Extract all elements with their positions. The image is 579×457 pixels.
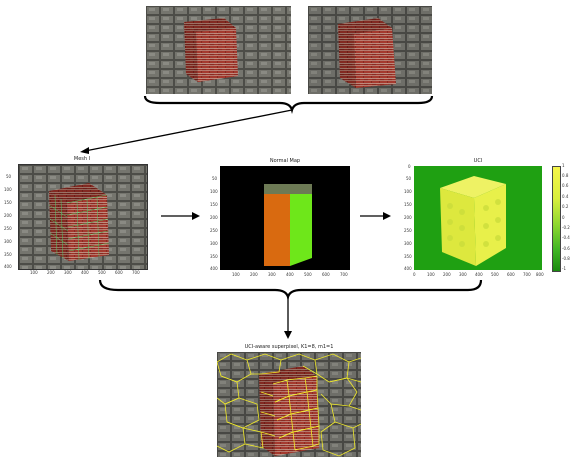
normal-x-tick: 100	[232, 272, 240, 277]
mesh-panel: Mesh I 50	[0, 156, 160, 281]
uci-y-tick: 300	[404, 241, 412, 246]
mesh-y-tick: 300	[4, 239, 12, 244]
colorbar-tick: -0.6	[562, 246, 570, 251]
uci-colorbar	[552, 166, 561, 272]
normal-green-face	[290, 194, 312, 266]
normal-x-tick: 200	[250, 272, 258, 277]
normal-map-image	[220, 166, 350, 270]
arrow-to-superpixel-head	[284, 331, 292, 339]
mesh-y-tick: 350	[4, 252, 12, 257]
uci-panel: UCI 1 0.8 0.6 0.4 0.2 0 -0.2	[392, 158, 579, 283]
uci-x-tick: 0	[413, 272, 416, 277]
colorbar-tick: -1	[562, 266, 566, 271]
top-left-photo	[146, 6, 291, 94]
normal-x-tick: 300	[268, 272, 276, 277]
colorbar-tick: 0.4	[562, 194, 569, 199]
arrow-to-mesh	[84, 109, 293, 152]
top-right-photo	[308, 6, 432, 94]
uci-x-tick: 200	[443, 272, 451, 277]
uci-x-tick: 700	[523, 272, 531, 277]
normal-x-tick: 700	[340, 272, 348, 277]
normal-x-tick: 400	[286, 272, 294, 277]
colorbar-tick: -0.8	[562, 256, 570, 261]
colorbar-tick: 0.8	[562, 173, 569, 178]
normal-x-tick: 500	[304, 272, 312, 277]
uci-image-svg	[440, 176, 506, 266]
mesh-x-tick: 300	[64, 270, 72, 275]
normal-y-tick: 150	[210, 202, 218, 207]
mesh-x-tick: 700	[132, 270, 140, 275]
colorbar-tick: 0	[562, 215, 565, 220]
superpixel-image	[217, 352, 361, 457]
uci-x-tick: 400	[475, 272, 483, 277]
top-left-photo-svg	[146, 6, 291, 94]
mesh-y-tick: 200	[4, 213, 12, 218]
normal-y-tick: 100	[210, 189, 218, 194]
normal-y-tick: 50	[212, 176, 218, 181]
colorbar-tick: 1	[562, 163, 565, 168]
normal-y-tick: 300	[210, 241, 218, 246]
mesh-x-tick: 100	[30, 270, 38, 275]
uci-block-side	[440, 188, 476, 266]
uci-title: UCI	[473, 158, 483, 164]
arrow-normal-to-uci-head	[383, 212, 391, 220]
mesh-x-tick: 500	[98, 270, 106, 275]
uci-y-tick: 250	[404, 228, 412, 233]
mesh-image-svg	[19, 165, 147, 269]
uci-y-tick: 50	[406, 176, 412, 181]
mesh-y-tick: 150	[4, 200, 12, 205]
normal-orange-face	[264, 194, 290, 266]
uci-x-tick: 100	[427, 272, 435, 277]
uci-x-tick: 300	[459, 272, 467, 277]
uci-y-tick: 200	[404, 215, 412, 220]
mesh-y-tick: 50	[6, 174, 12, 179]
uci-y-tick: 350	[404, 254, 412, 259]
uci-y-tick: 0	[408, 164, 411, 169]
mesh-title: Mesh I	[73, 156, 91, 162]
normal-y-tick: 400	[210, 266, 218, 271]
uci-x-tick: 500	[491, 272, 499, 277]
mesh-x-tick: 400	[81, 270, 89, 275]
colorbar-tick: -0.2	[562, 225, 570, 230]
colorbar-tick: 0.2	[562, 204, 569, 209]
mesh-y-tick: 250	[4, 226, 12, 231]
top-right-photo-svg	[308, 6, 432, 94]
colorbar-tick: 0.6	[562, 183, 569, 188]
uci-y-tick: 100	[404, 189, 412, 194]
uci-x-tick: 600	[507, 272, 515, 277]
top-brace	[143, 95, 434, 114]
normal-map-title: Normal Map	[269, 158, 301, 164]
colorbar-tick: -0.4	[562, 235, 570, 240]
mesh-y-tick: 100	[4, 187, 12, 192]
uci-block-top	[440, 176, 506, 198]
mesh-x-tick: 600	[115, 270, 123, 275]
normal-map-image-svg	[264, 184, 312, 266]
uci-image	[414, 166, 542, 270]
mesh-y-tick: 400	[4, 264, 12, 269]
superpixel-title: UCI-aware superpixel, K1=8, m1=1	[244, 344, 334, 350]
superpixel-panel: UCI-aware superpixel, K1=8, m1=1	[214, 344, 364, 457]
normal-map-panel: Normal Map 50 100 150 200 250 300 350 40…	[200, 158, 360, 283]
mesh-x-tick: 200	[47, 270, 55, 275]
superpixel-image-svg	[217, 352, 361, 457]
uci-block-front	[474, 184, 506, 266]
arrow-to-mesh-head	[80, 147, 89, 154]
normal-y-tick: 200	[210, 215, 218, 220]
arrow-mesh-to-normal-head	[192, 212, 200, 220]
normal-y-tick: 250	[210, 228, 218, 233]
mesh-image	[18, 164, 148, 270]
normal-x-tick: 600	[322, 272, 330, 277]
normal-y-tick: 350	[210, 254, 218, 259]
uci-y-tick: 400	[404, 266, 412, 271]
uci-x-tick: 800	[536, 272, 544, 277]
uci-y-tick: 150	[404, 202, 412, 207]
